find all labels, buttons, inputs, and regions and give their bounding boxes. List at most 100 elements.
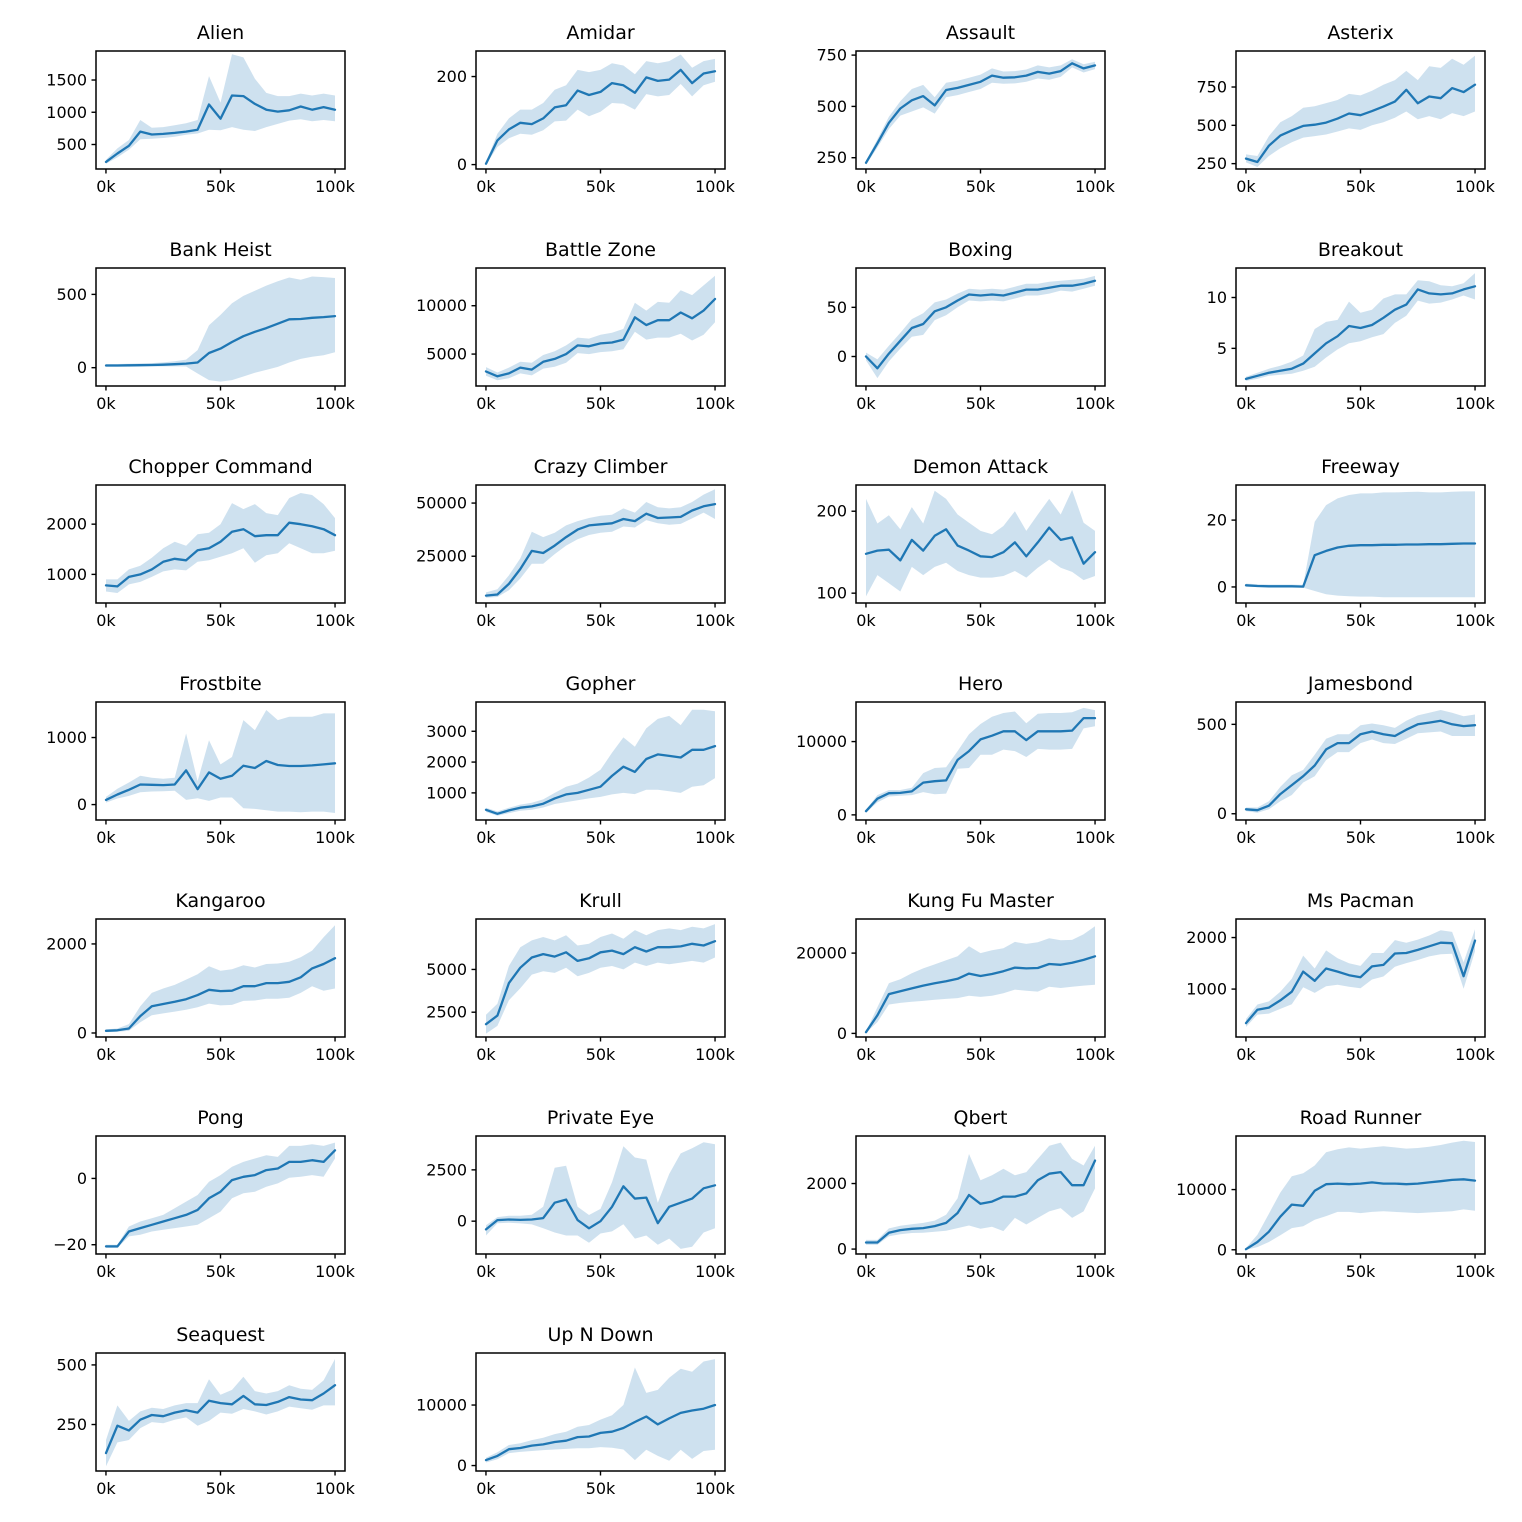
subplot-canvas-asterix: 250 500 750 0k 50k 100k Asterix	[1196, 22, 1496, 196]
subplot-canvas-crazy-climber: 25000 50000 0k 50k 100k Crazy Climber	[416, 456, 736, 630]
x-tick-label: 0k	[96, 394, 116, 413]
mean-line	[864, 62, 1097, 164]
mean-line	[484, 1184, 717, 1231]
subplot-title: Battle Zone	[545, 239, 656, 261]
x-tick-label: 0k	[1236, 394, 1256, 413]
subplot-canvas-jamesbond: 0 500 0k 50k 100k Jamesbond	[1196, 673, 1496, 847]
y-tick-label: 1000	[46, 103, 87, 122]
x-tick-label: 100k	[1455, 1045, 1496, 1064]
confidence-band	[1246, 1140, 1475, 1250]
x-tick-label: 0k	[476, 828, 496, 847]
x-tick-label: 100k	[1455, 177, 1496, 196]
subplot-canvas-qbert: 0 2000 0k 50k 100k Qbert	[806, 1107, 1116, 1281]
subplot-seaquest: 250 500 0k 50k 100k Seaquest	[0, 1305, 380, 1522]
x-tick-label: 50k	[1346, 394, 1376, 413]
confidence-band	[486, 1359, 715, 1463]
x-tick-label: 50k	[966, 177, 996, 196]
x-tick-label: 100k	[1455, 828, 1496, 847]
subplot-pong: −20 0 0k 50k 100k Pong	[0, 1088, 380, 1305]
y-tick-label: 750	[816, 46, 847, 65]
confidence-band	[486, 1142, 715, 1249]
subplot-title: Demon Attack	[913, 456, 1048, 478]
y-tick-label: 5000	[426, 345, 467, 364]
subplot-chopper-command: 1000 2000 0k 50k 100k Chopper Command	[0, 437, 380, 654]
subplot-title: Freeway	[1321, 456, 1400, 478]
subplot-krull: 2500 5000 0k 50k 100k Krull	[380, 871, 760, 1088]
mean-line	[1244, 83, 1477, 164]
x-tick-label: 50k	[1346, 1262, 1376, 1281]
x-tick-label: 100k	[695, 611, 736, 630]
subplot-title: Assault	[946, 22, 1015, 44]
subplot-title: Gopher	[566, 673, 636, 695]
subplot-canvas-private-eye: 0 2500 0k 50k 100k Private Eye	[426, 1107, 735, 1281]
x-tick-label: 100k	[315, 394, 356, 413]
y-tick-label: 2000	[1186, 928, 1227, 947]
y-tick-label: 1000	[46, 565, 87, 584]
y-tick-label: 0	[77, 1023, 87, 1042]
x-tick-label: 50k	[966, 611, 996, 630]
x-tick-label: 50k	[586, 828, 616, 847]
confidence-band	[866, 489, 1095, 597]
confidence-band	[106, 1359, 335, 1467]
y-tick-label: 0	[1217, 804, 1227, 823]
subplot-alien: 500 1000 1500 0k 50k 100k Alien	[0, 3, 380, 220]
y-tick-label: 250	[816, 148, 847, 167]
y-tick-label: 0	[457, 1212, 467, 1231]
x-tick-label: 100k	[315, 611, 356, 630]
confidence-band	[866, 926, 1095, 1033]
subplot-title: Crazy Climber	[534, 456, 668, 478]
subplot-title: Amidar	[566, 22, 634, 44]
subplot-title: Boxing	[948, 239, 1013, 261]
x-tick-label: 50k	[206, 177, 236, 196]
subplot-title: Alien	[197, 22, 244, 44]
x-tick-label: 50k	[206, 1479, 236, 1498]
y-tick-label: 2000	[46, 515, 87, 534]
x-tick-label: 0k	[96, 1262, 116, 1281]
x-tick-label: 0k	[856, 1262, 876, 1281]
mean-line	[484, 940, 717, 1026]
y-tick-label: 0	[837, 1024, 847, 1043]
x-tick-label: 100k	[315, 828, 356, 847]
y-tick-label: 50	[827, 298, 847, 317]
mean-line	[1244, 1178, 1477, 1251]
y-tick-label: 200	[816, 502, 847, 521]
mean-line	[864, 1159, 1097, 1244]
subplot-jamesbond: 0 500 0k 50k 100k Jamesbond	[1140, 654, 1520, 871]
subplot-title: Kangaroo	[175, 890, 265, 912]
subplot-canvas-kung-fu-master: 0 20000 0k 50k 100k Kung Fu Master	[796, 890, 1116, 1064]
confidence-band	[486, 489, 715, 598]
y-tick-label: 0	[1217, 577, 1227, 596]
subplot-frostbite: 0 1000 0k 50k 100k Frostbite	[0, 654, 380, 871]
x-tick-label: 100k	[1075, 1262, 1116, 1281]
subplot-kangaroo: 0 2000 0k 50k 100k Kangaroo	[0, 871, 380, 1088]
subplot-title: Hero	[958, 673, 1003, 695]
y-tick-label: 0	[837, 805, 847, 824]
subplot-title: Bank Heist	[169, 239, 271, 261]
subplot-title: Chopper Command	[128, 456, 312, 478]
mean-line	[864, 279, 1097, 370]
y-tick-label: 5	[1217, 339, 1227, 358]
confidence-band	[866, 707, 1095, 813]
subplot-title: Jamesbond	[1307, 673, 1413, 695]
y-tick-label: 20000	[796, 944, 847, 963]
y-tick-label: 2000	[46, 934, 87, 953]
mean-line	[864, 955, 1097, 1034]
y-tick-label: −20	[53, 1235, 87, 1254]
x-tick-label: 50k	[586, 611, 616, 630]
mean-line	[104, 94, 337, 164]
y-tick-label: 2500	[426, 1160, 467, 1179]
subplot-gopher: 1000 2000 3000 0k 50k 100k Gopher	[380, 654, 760, 871]
x-tick-label: 100k	[315, 1479, 356, 1498]
subplot-ms-pacman: 1000 2000 0k 50k 100k Ms Pacman	[1140, 871, 1520, 1088]
y-tick-label: 0	[837, 1240, 847, 1259]
subplot-canvas-amidar: 0 200 0k 50k 100k Amidar	[436, 22, 735, 196]
subplot-canvas-gopher: 1000 2000 3000 0k 50k 100k Gopher	[426, 673, 735, 847]
x-tick-label: 0k	[856, 394, 876, 413]
confidence-band	[1246, 710, 1475, 813]
confidence-band	[1246, 55, 1475, 167]
subplot-canvas-hero: 0 10000 0k 50k 100k Hero	[796, 673, 1116, 847]
x-tick-label: 50k	[586, 177, 616, 196]
confidence-band	[106, 710, 335, 813]
